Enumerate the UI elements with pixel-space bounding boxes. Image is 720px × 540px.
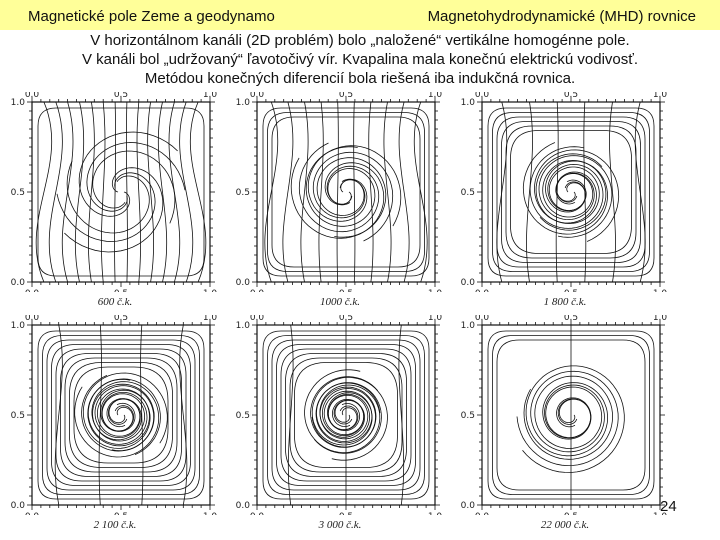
x-tick-label-bottom: 0.0 [250, 289, 265, 292]
slide-title-right: Magnetohydrodynamické (MHD) rovnice [427, 8, 696, 25]
y-tick-label: 0.0 [461, 501, 476, 511]
x-tick-label-bottom: 0.5 [564, 512, 578, 515]
x-tick-label-top: 1.0 [428, 92, 443, 100]
y-tick-label: 0.0 [11, 278, 26, 288]
x-tick-label-bottom: 0.5 [114, 289, 128, 292]
panel-caption: 1 800 č.k. [543, 296, 587, 308]
y-tick-label: 0.5 [461, 411, 475, 421]
x-tick-label-bottom: 1.0 [203, 289, 218, 292]
x-tick-label-top: 0.0 [25, 315, 40, 323]
x-tick-label-top: 1.0 [653, 315, 668, 323]
x-tick-label-top: 0.5 [339, 315, 353, 323]
x-tick-label-top: 1.0 [203, 92, 218, 100]
x-tick-label-bottom: 0.5 [339, 289, 353, 292]
y-tick-label: 1.0 [461, 321, 476, 331]
y-tick-label: 1.0 [11, 98, 26, 108]
y-tick-label: 0.0 [461, 278, 476, 288]
y-tick-label: 1.0 [236, 321, 251, 331]
intro-line-2: V kanáli bol „udržovaný“ ľavotočivý vír.… [81, 51, 639, 68]
field-panel-5: 0.00.00.50.51.01.01.00.50.03 000 č.k. [235, 315, 445, 531]
panel-caption: 2 100 č.k. [93, 519, 137, 531]
field-line-plot: 0.00.00.50.51.01.01.00.50.0 [461, 92, 668, 292]
x-tick-label-bottom: 0.0 [250, 512, 265, 515]
intro-line-1: V horizontálnom kanáli (2D problém) bolo… [90, 32, 630, 49]
x-tick-label-top: 0.5 [564, 92, 578, 100]
y-tick-label: 0.5 [11, 411, 25, 421]
field-line-plot: 0.00.00.50.51.01.01.00.50.0 [461, 315, 668, 515]
x-tick-label-top: 0.5 [114, 92, 128, 100]
y-tick-label: 0.0 [11, 501, 26, 511]
x-tick-label-top: 0.0 [250, 315, 265, 323]
x-tick-label-top: 1.0 [203, 315, 218, 323]
x-tick-label-top: 0.5 [339, 92, 353, 100]
field-line-plot: 0.00.00.50.51.01.01.00.50.0 [11, 92, 218, 292]
field-panel-4: 0.00.00.50.51.01.01.00.50.02 100 č.k. [10, 315, 220, 531]
field-panel-3: 0.00.00.50.51.01.01.00.50.01 800 č.k. [460, 92, 670, 308]
x-tick-label-top: 0.5 [114, 315, 128, 323]
x-tick-label-top: 1.0 [653, 92, 668, 100]
x-tick-label-top: 0.5 [564, 315, 578, 323]
x-tick-label-bottom: 0.5 [339, 512, 353, 515]
panel-caption: 3 000 č.k. [318, 519, 362, 531]
x-tick-label-top: 0.0 [475, 92, 490, 100]
y-tick-label: 0.0 [236, 501, 251, 511]
panel-caption: 600 č.k. [97, 296, 133, 308]
x-tick-label-top: 0.0 [25, 92, 40, 100]
y-tick-label: 0.5 [236, 188, 250, 198]
field-line-plot: 0.00.00.50.51.01.01.00.50.0 [236, 92, 443, 292]
y-tick-label: 1.0 [461, 98, 476, 108]
y-tick-label: 0.0 [236, 278, 251, 288]
x-tick-label-bottom: 0.5 [564, 289, 578, 292]
x-tick-label-bottom: 1.0 [203, 512, 218, 515]
x-tick-label-bottom: 0.0 [25, 512, 40, 515]
y-tick-label: 0.5 [461, 188, 475, 198]
x-tick-label-bottom: 0.0 [475, 289, 490, 292]
y-tick-label: 0.5 [236, 411, 250, 421]
y-tick-label: 1.0 [236, 98, 251, 108]
x-tick-label-bottom: 1.0 [653, 289, 668, 292]
panel-caption: 1000 č.k. [319, 296, 360, 308]
slide-title-left: Magnetické pole Zeme a geodynamo [28, 8, 275, 25]
title-bar: Magnetické pole Zeme a geodynamo Magneto… [0, 0, 720, 30]
panel-caption: 22 000 č.k. [540, 519, 590, 531]
x-tick-label-bottom: 1.0 [428, 289, 443, 292]
field-line-plot: 0.00.00.50.51.01.01.00.50.0 [11, 315, 218, 515]
y-tick-label: 0.5 [11, 188, 25, 198]
field-line-plot: 0.00.00.50.51.01.01.00.50.0 [236, 315, 443, 515]
x-tick-label-bottom: 0.0 [25, 289, 40, 292]
x-tick-label-bottom: 1.0 [653, 512, 668, 515]
intro-line-3: Metódou konečných diferencií bola riešen… [144, 70, 576, 87]
y-tick-label: 1.0 [11, 321, 26, 331]
x-tick-label-top: 1.0 [428, 315, 443, 323]
x-tick-label-top: 0.0 [250, 92, 265, 100]
field-panel-6: 0.00.00.50.51.01.01.00.50.022 000 č.k. [460, 315, 670, 531]
x-tick-label-top: 0.0 [475, 315, 490, 323]
x-tick-label-bottom: 0.0 [475, 512, 490, 515]
x-tick-label-bottom: 1.0 [428, 512, 443, 515]
x-tick-label-bottom: 0.5 [114, 512, 128, 515]
page-number: 24 [660, 498, 677, 515]
